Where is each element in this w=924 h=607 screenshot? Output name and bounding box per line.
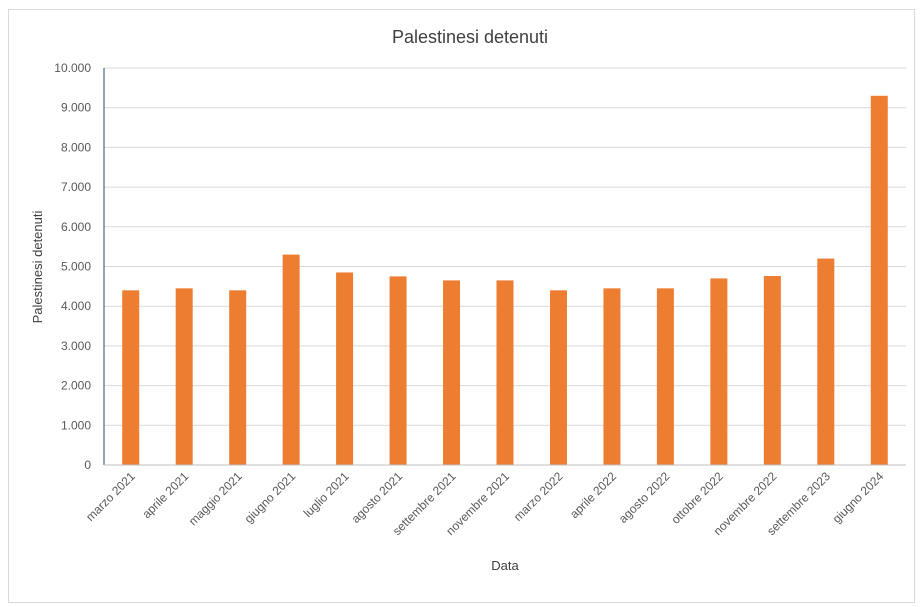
x-tick-label: giugno 2024 [830, 469, 887, 526]
x-tick-label: giugno 2021 [242, 469, 299, 526]
bar [710, 278, 728, 465]
y-tick-label: 10.000 [54, 61, 91, 75]
y-tick-label: 1.000 [61, 418, 91, 432]
bar [870, 95, 888, 465]
y-tick-label: 6.000 [61, 220, 91, 234]
y-tick-label: 4.000 [61, 299, 91, 313]
x-tick-label: aprile 2021 [139, 469, 191, 521]
y-tick-label: 2.000 [61, 379, 91, 393]
x-axis-title: Data [491, 558, 519, 573]
bar [763, 276, 781, 465]
x-tick-label: aprile 2022 [567, 469, 619, 521]
y-tick-label: 5.000 [61, 260, 91, 274]
y-tick-label: 0 [84, 458, 91, 472]
bar [603, 288, 621, 465]
x-tick-label: marzo 2022 [511, 469, 566, 524]
x-tick-label: luglio 2021 [301, 469, 352, 520]
y-tick-label: 7.000 [61, 180, 91, 194]
x-tick-label: ottobre 2022 [668, 469, 726, 527]
y-tick-label: 9.000 [61, 101, 91, 115]
x-tick-label: agosto 2022 [616, 469, 673, 526]
y-tick-label: 3.000 [61, 339, 91, 353]
bar [443, 280, 461, 465]
bar [389, 276, 407, 465]
x-tick-label: maggio 2021 [186, 469, 245, 528]
x-tick-label: marzo 2021 [83, 469, 138, 524]
chart-title: Palestinesi detenuti [392, 27, 548, 47]
bar [549, 290, 567, 465]
bar [229, 290, 247, 465]
bar [336, 272, 354, 465]
y-tick-labels: 0 1.000 2.000 3.000 4.000 5.000 6.000 7.000 8.00… [54, 61, 91, 472]
bar [496, 280, 514, 465]
bar [175, 288, 193, 465]
bar [282, 254, 300, 465]
y-axis-title: Palestinesi detenuti [30, 211, 45, 324]
bar [656, 288, 674, 465]
y-tick-label: 8.000 [61, 140, 91, 154]
x-tick-label: agosto 2021 [349, 469, 406, 526]
bars [122, 95, 888, 465]
bar [817, 258, 835, 465]
bar [122, 290, 140, 465]
